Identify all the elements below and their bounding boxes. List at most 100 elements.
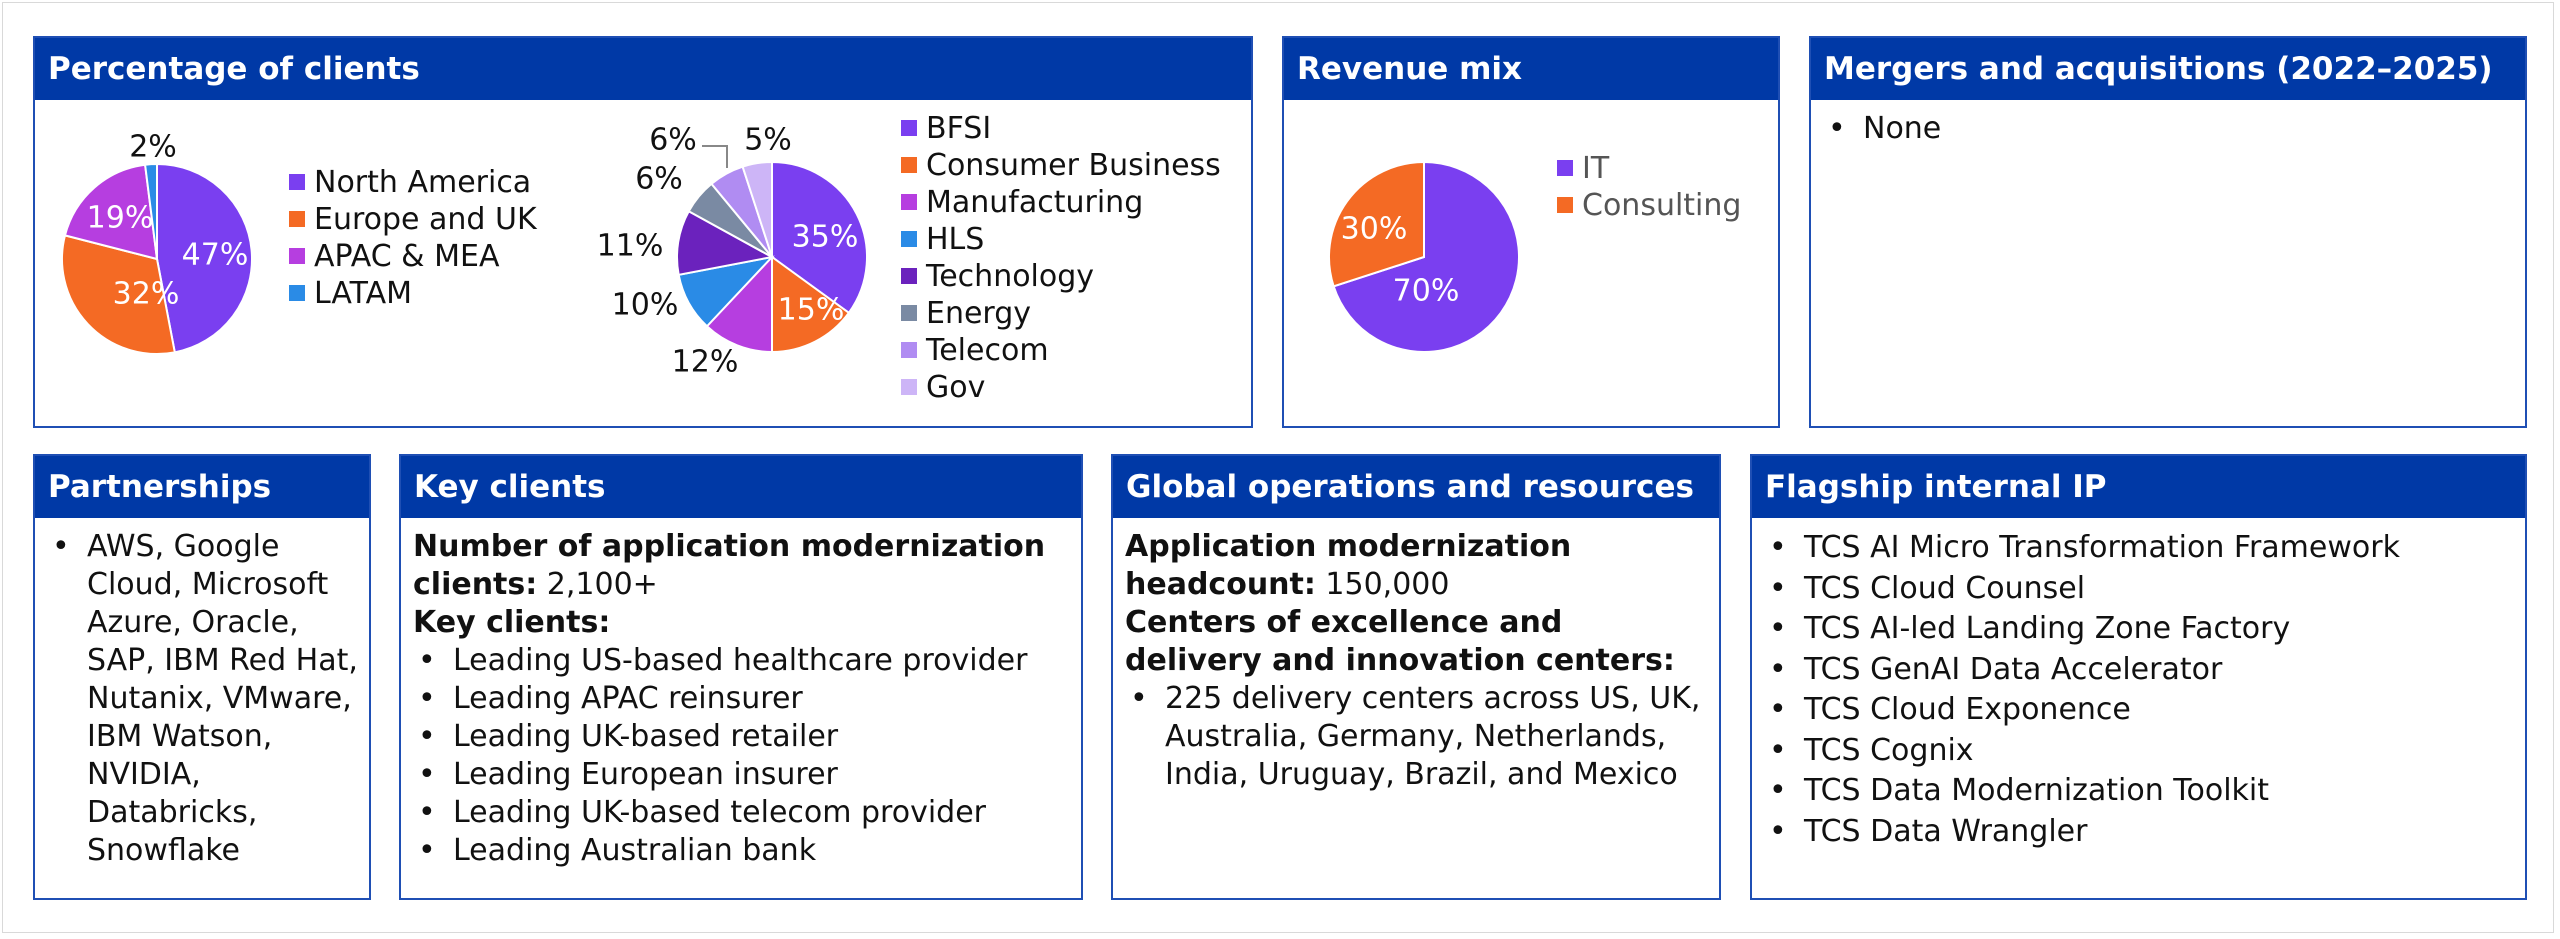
pie-slice-north-america [156,162,253,354]
client-count-label: Number of application modernization clie… [413,529,1046,602]
data-label: 35% [792,220,859,255]
flagship-ip-panel: Flagship internal IP TCS AI Micro Transf… [1750,454,2527,900]
mna-panel: Mergers and acquisitions (2022–2025) Non… [1809,36,2527,428]
region-pie-chart: 47%32% 19% 2% [60,130,253,355]
partnerships-list: AWS, Google Cloud, Microsoft Azure, Orac… [47,528,361,870]
list-item: TCS AI-led Landing Zone Factory [1764,609,2513,650]
data-label: 6% [635,162,683,197]
legend-label: APAC & MEA [314,239,500,274]
data-label: 10% [612,288,679,323]
list-item: TCS GenAI Data Accelerator [1764,650,2513,691]
client-count-value: 2,100+ [546,567,658,602]
legend-swatch [901,231,917,247]
partnerships-panel-title: Partnerships [35,456,369,518]
pie-slice-europe-and-uk [60,234,176,355]
pie-slice-consulting [1328,160,1425,288]
list-item: Leading UK-based retailer [413,718,1069,756]
legend-swatch [901,120,917,136]
legend-swatch [289,248,305,264]
legend-entry: APAC & MEA [289,232,537,274]
pie-slice-technology [676,209,775,276]
legend-label: Technology [926,259,1095,294]
data-label: 12% [672,345,739,380]
legend-swatch [1557,197,1573,213]
legend-swatch [289,174,305,190]
list-item: TCS AI Micro Transformation Framework [1764,528,2513,569]
key-clients-panel-title: Key clients [401,456,1081,518]
legend-swatch [901,342,917,358]
headcount-value: 150,000 [1325,567,1450,602]
legend-swatch [901,157,917,173]
list-item: TCS Data Wrangler [1764,812,2513,853]
legend-label: Gov [926,370,986,405]
industry-legend: BFSI Consumer Business Manufacturing HLS Tec… [901,110,1221,406]
pie-slice-bfsi [771,160,868,315]
legend-swatch [901,305,917,321]
legend-swatch [901,268,917,284]
legend-entry: Technology [901,258,1221,295]
legend-label: Telecom [926,333,1049,368]
legend-entry: Energy [901,295,1221,332]
legend-swatch [289,285,305,301]
pie-slice-latam [143,162,158,260]
centers-list: 225 delivery centers across US, UK, Aust… [1125,680,1707,794]
leader-line [702,145,728,168]
list-item: Leading APAC reinsurer [413,680,1069,718]
legend-label: Consulting [1582,188,1742,223]
legend-label: Consumer Business [926,148,1221,183]
data-label: 15% [778,293,845,328]
list-item: TCS Cloud Exponence [1764,690,2513,731]
legend-entry: Consumer Business [901,147,1221,184]
legend-swatch [901,379,917,395]
industry-pie-chart: 35% 15% 12% 10% 11% 6% 6% 5% [597,123,868,380]
legend-entry: LATAM [289,269,537,311]
data-label: 70% [1393,274,1460,309]
legend-label: IT [1582,151,1610,186]
region-legend: North America Europe and UK APAC & MEA LATA… [289,158,537,311]
legend-label: Energy [926,296,1032,331]
legend-label: Manufacturing [926,185,1144,220]
list-item: Leading US-based healthcare provider [413,642,1069,680]
data-label: 6% [649,123,697,158]
legend-label: Europe and UK [314,202,537,237]
revenue-legend: IT Consulting [1557,144,1741,223]
revenue-panel-title: Revenue mix [1284,38,1778,100]
key-clients-label: Key clients: [413,605,611,640]
legend-swatch [901,194,917,210]
pie-slice-consumer-business [771,255,851,354]
data-label: 32% [113,277,180,312]
legend-entry: BFSI [901,110,1221,147]
list-item: None [1823,110,2513,148]
data-label: 47% [182,238,249,273]
global-ops-panel: Global operations and resources Applicat… [1111,454,1721,900]
legend-swatch [1557,160,1573,176]
headcount-label: Application modernization headcount: [1125,529,1572,602]
partnerships-panel: Partnerships AWS, Google Cloud, Microsof… [33,454,371,900]
legend-label: LATAM [314,276,412,311]
legend-label: North America [314,165,532,200]
client-count: Number of application modernization clie… [413,528,1069,604]
data-label: 5% [744,123,792,158]
clients-panel-title: Percentage of clients [35,38,1251,100]
pie-slice-apac-mea [63,163,159,261]
list-item: Leading UK-based telecom provider [413,794,1069,832]
legend-entry: Manufacturing [901,184,1221,221]
list-item: Leading Australian bank [413,832,1069,870]
legend-label: HLS [926,222,985,257]
centers-label: Centers of excellence and delivery and i… [1125,605,1675,678]
legend-entry: Telecom [901,332,1221,369]
list-item: 225 delivery centers across US, UK, Aust… [1125,680,1707,794]
key-clients-list: Leading US-based healthcare providerLead… [413,642,1069,870]
pie-slice-gov [741,160,773,258]
headcount: Application modernization headcount: 150… [1125,528,1707,604]
global-ops-panel-title: Global operations and resources [1113,456,1719,518]
data-label: 11% [597,229,664,264]
legend-entry: Europe and UK [289,195,537,237]
list-item: AWS, Google Cloud, Microsoft Azure, Orac… [47,528,361,870]
flagship-ip-list: TCS AI Micro Transformation Framework TCS… [1764,528,2513,852]
mna-panel-title: Mergers and acquisitions (2022–2025) [1811,38,2525,100]
key-clients-panel: Key clients Number of application modern… [399,454,1083,900]
data-label: 30% [1341,212,1408,247]
revenue-panel: Revenue mix 70% 30% IT Consulting [1282,36,1780,428]
